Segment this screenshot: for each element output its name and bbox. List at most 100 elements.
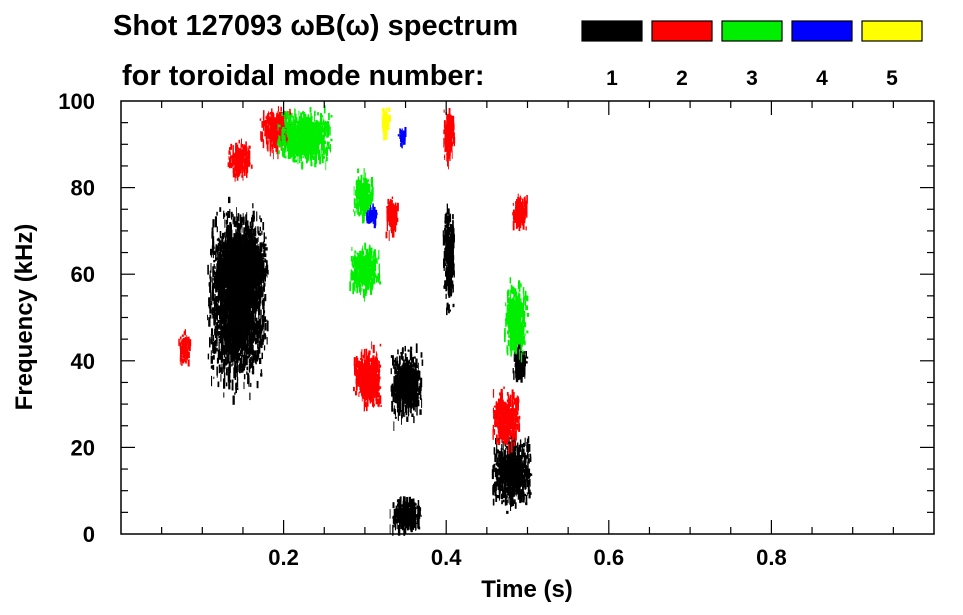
spectrum-point [400,508,402,518]
spectrum-point [231,340,233,350]
spectrum-point [416,517,418,525]
spectrum-point [448,226,451,231]
spectrum-point [260,286,262,297]
spectrum-point [254,350,257,362]
spectrum-point [223,362,226,369]
spectrum-point [232,269,234,279]
spectrum-point [255,276,257,287]
spectrum-point [407,502,409,505]
spectrum-point [498,492,500,501]
spectrum-point [445,286,447,292]
spectrum-point [234,372,236,380]
spectrum-point [251,298,253,304]
spectrum-point [211,292,214,301]
spectrum-point [245,319,249,329]
spectrum-point [252,352,255,363]
spectrum-point [250,286,252,297]
spectrum-point [236,332,238,337]
spectrum-point [258,307,261,316]
spectrum-point [235,241,238,251]
spectrum-point [248,322,252,327]
spectrum-point [442,230,444,237]
spectrum-point [250,311,252,317]
spectrum-point [251,264,253,274]
spectrum-point [257,230,260,236]
spectrum-point [219,334,222,344]
spectrum-point [213,340,216,350]
spectrum-point [223,210,225,219]
spectrum-point [220,262,223,274]
spectrum-point [246,212,248,222]
spectrum-point [390,355,393,358]
spectrum-point [242,309,244,315]
spectrum-point [264,335,267,340]
spectrum-point [420,352,423,358]
spectrum-point [396,499,399,503]
spectrum-point [244,306,247,313]
spectrum-point [259,257,262,262]
spectrum-point [223,392,225,398]
spectrum-point [392,515,395,524]
spectrum-point [226,277,228,289]
spectrum-point [239,332,241,344]
spectrum-point [248,309,250,314]
spectrum-point [223,278,226,288]
spectrum-point [253,282,256,289]
spectrum-point [411,498,414,507]
spectrum-point [253,229,255,236]
spectrum-point [259,280,262,284]
spectrum-point [212,364,215,370]
spectrum-point [233,308,236,315]
spectrum-point [262,300,265,310]
spectrum-point [238,243,240,249]
spectrum-point [217,349,220,360]
spectrum-point [390,385,393,392]
spectrum-point [219,296,222,302]
spectrum-point [226,303,229,310]
spectrum-point [248,270,251,273]
spectrum-point [416,372,418,379]
spectrum-point [227,315,229,326]
spectrum-point [219,309,222,319]
spectrum-point [525,466,528,474]
spectrum-point [228,345,231,351]
spectrum-point [449,278,453,283]
spectrum-point [230,275,233,280]
spectrum-point [252,251,254,261]
spectrum-point [445,293,447,299]
spectrum-point [231,312,233,321]
spectrum-point [448,246,450,256]
spectrum-point [449,220,451,226]
spectrum-point [239,247,241,255]
spectrum-point [510,500,513,507]
spectrum-point [244,334,247,343]
spectrum-point [223,286,226,297]
spectrum-point [261,338,263,349]
spectrum-point [240,302,243,313]
spectrum-point [404,506,407,516]
legend-label-2: 2 [676,67,688,90]
spectrum-point [448,256,450,267]
spectrum-point [223,372,226,383]
spectrum-point [402,347,404,350]
spectrum-point [495,462,497,466]
spectrum-point [237,329,240,339]
spectrum-point [235,354,238,364]
chart-title: Shot 127093 ωB(ω) spectrum [113,10,518,42]
spectrum-point [246,293,249,302]
spectrum-point [418,511,421,519]
spectrum-point [263,270,265,280]
spectrum-point [233,347,235,358]
spectrum-point [242,246,245,256]
spectrum-point [420,377,423,388]
spectrum-point [265,236,267,240]
spectrum-point [262,287,264,297]
spectrum-point [250,293,253,304]
spectrum-point [232,213,234,225]
spectrum-point [225,212,228,216]
spectrum-point [220,280,223,282]
spectrum-point [220,311,222,314]
spectrum-point [227,271,230,278]
spectrum-point [238,316,240,322]
spectrum-point [220,291,222,298]
